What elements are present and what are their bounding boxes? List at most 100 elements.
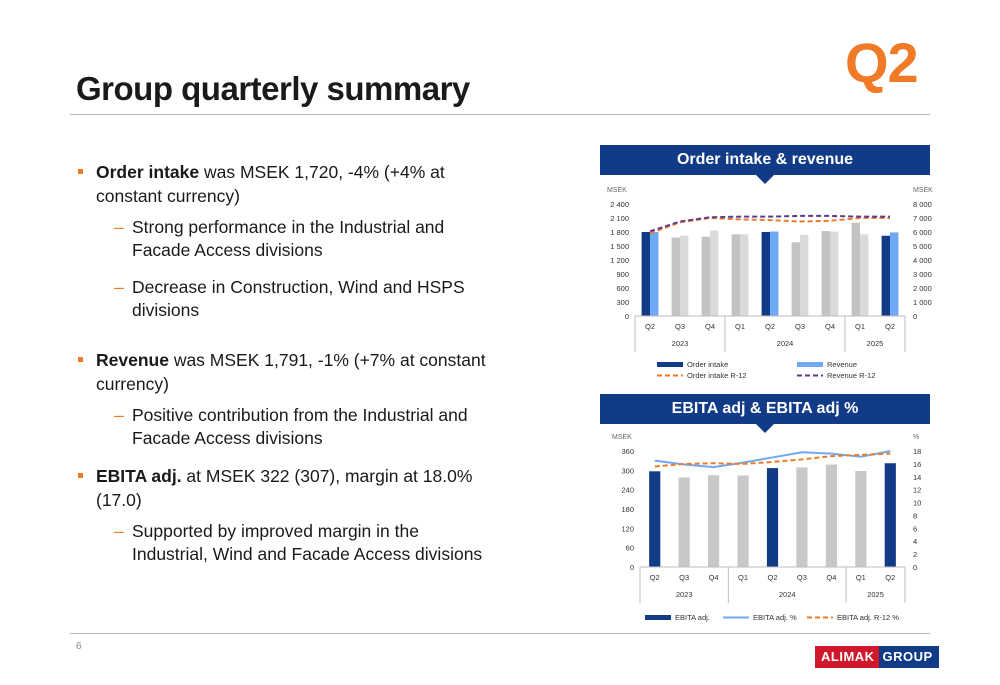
left-tick-label: 600: [616, 284, 629, 293]
x-tick-label: Q4: [709, 573, 719, 582]
bar-ebita-adj-: [678, 477, 690, 567]
bullet-text: was MSEK 1,791, -1% (+7% at constant cur…: [96, 350, 486, 394]
year-label: 2025: [867, 590, 884, 599]
bar-ebita-adj-: [766, 468, 779, 567]
x-tick-label: Q2: [645, 322, 655, 331]
chart-header-order-revenue: Order intake & revenue: [600, 145, 930, 184]
left-tick-label: 180: [621, 505, 634, 514]
bar-order-intake: [851, 222, 860, 316]
x-tick-label: Q3: [795, 322, 805, 331]
right-tick-label: 7 000: [913, 214, 932, 223]
dash-marker: –: [114, 405, 124, 425]
sub-bullet-text: Positive contribution from the Industria…: [132, 405, 468, 448]
dash-marker: –: [114, 277, 124, 297]
right-tick-label: 0: [913, 312, 917, 321]
line-revenue-r-12: [649, 214, 890, 233]
left-tick-label: 360: [621, 447, 634, 456]
legend-swatch: [797, 362, 823, 367]
bar-revenue: [890, 232, 899, 316]
dash-marker: –: [114, 521, 124, 541]
footer-divider: [70, 633, 930, 634]
bullet-ebita: EBITA adj. at MSEK 322 (307), margin at …: [78, 464, 498, 512]
bullet-bold: Order intake: [96, 162, 200, 182]
x-tick-label: Q2: [885, 322, 895, 331]
legend-swatch: [645, 615, 671, 620]
bar-ebita-adj-: [737, 475, 749, 567]
left-tick-label: 120: [621, 524, 634, 533]
bar-ebita-adj-: [825, 464, 837, 567]
legend-label: EBITA adj. %: [753, 613, 797, 622]
dash-marker: –: [114, 217, 124, 237]
right-tick-label: 2 000: [913, 284, 932, 293]
right-tick-label: 16: [913, 460, 921, 469]
left-tick-label: 60: [626, 544, 634, 553]
right-tick-label: 6: [913, 524, 917, 533]
legend-label: Order intake: [687, 360, 728, 369]
x-tick-label: Q4: [705, 322, 715, 331]
right-tick-label: 14: [913, 473, 921, 482]
order-revenue-chart: MSEK MSEK 0 300 600 900 1 200 1 500 1 800 2 100 2 …: [607, 187, 933, 380]
x-tick-label: Q2: [765, 322, 775, 331]
bullet-marker: [78, 169, 83, 174]
left-axis-unit: MSEK: [607, 187, 627, 194]
sub-bullet-text: Decrease in Construction, Wind and HSPS …: [132, 277, 465, 320]
bar-revenue: [860, 234, 869, 316]
sub-bullet: – Positive contribution from the Industri…: [78, 404, 498, 450]
logo-part: ALIMAK: [815, 646, 879, 668]
line-ebita-adj-r-12-: [654, 452, 891, 468]
bullet-text: was MSEK 1,720, -4% (+4% at constant cur…: [96, 162, 445, 206]
bar-revenue: [770, 231, 779, 316]
bar-revenue: [650, 232, 659, 316]
right-tick-label: 8 000: [913, 200, 932, 209]
left-tick-label: 2 400: [610, 200, 629, 209]
bar-revenue: [800, 234, 809, 316]
x-tick-label: Q2: [650, 573, 660, 582]
left-tick-label: 0: [625, 312, 629, 321]
left-tick-label: 240: [621, 486, 634, 495]
x-tick-label: Q4: [825, 322, 835, 331]
legend-label: Revenue R-12: [827, 371, 875, 380]
right-tick-label: 1 000: [913, 298, 932, 307]
x-tick-label: Q4: [826, 573, 836, 582]
right-tick-label: 4 000: [913, 256, 932, 265]
bar-revenue: [830, 231, 839, 316]
bullet-marker: [78, 473, 83, 478]
chart-title: Order intake & revenue: [676, 151, 854, 168]
x-tick-label: Q1: [735, 322, 745, 331]
year-label: 2025: [867, 339, 884, 348]
sub-bullet: – Supported by improved margin in the Ind…: [78, 520, 498, 566]
left-tick-label: 2 100: [610, 214, 629, 223]
x-tick-label: Q3: [679, 573, 689, 582]
x-tick-label: Q1: [738, 573, 748, 582]
right-tick-label: 10: [913, 499, 921, 508]
x-tick-label: Q3: [797, 573, 807, 582]
right-tick-label: 8: [913, 511, 917, 520]
bar-revenue: [680, 235, 689, 316]
bar-order-intake: [761, 232, 770, 316]
bar-ebita-adj-: [708, 475, 720, 567]
right-tick-label: 4: [913, 537, 917, 546]
left-tick-label: 0: [630, 563, 634, 572]
x-tick-label: Q1: [856, 573, 866, 582]
left-tick-label: 300: [621, 466, 634, 475]
ebita-chart: MSEK % 0 60 120 180 240 300 360 0 2 4 6 8 10 12 14 16 18 Q2…: [612, 434, 921, 622]
left-axis-unit: MSEK: [612, 434, 632, 441]
bar-order-intake: [671, 237, 680, 316]
bar-ebita-adj-: [884, 463, 896, 567]
right-tick-label: 2: [913, 550, 917, 559]
legend-label: EBITA adj.: [675, 613, 710, 622]
sub-bullet: – Decrease in Construction, Wind and HSPS…: [78, 276, 498, 322]
bar-order-intake: [791, 242, 800, 316]
year-label: 2023: [672, 339, 689, 348]
right-tick-label: 6 000: [913, 228, 932, 237]
sub-bullet-text: Strong performance in the Industrial and…: [132, 217, 445, 260]
left-tick-label: 300: [616, 298, 629, 307]
x-tick-label: Q2: [767, 573, 777, 582]
right-tick-label: 18: [913, 447, 921, 456]
legend-label: EBITA adj. R-12 %: [837, 613, 899, 622]
logo-part: GROUP: [878, 646, 939, 668]
chart-title: EBITA adj & EBITA adj %: [671, 400, 859, 417]
bar-ebita-adj-: [855, 470, 867, 567]
legend-label: Order intake R-12: [687, 371, 747, 380]
legend-label: Revenue: [827, 360, 857, 369]
